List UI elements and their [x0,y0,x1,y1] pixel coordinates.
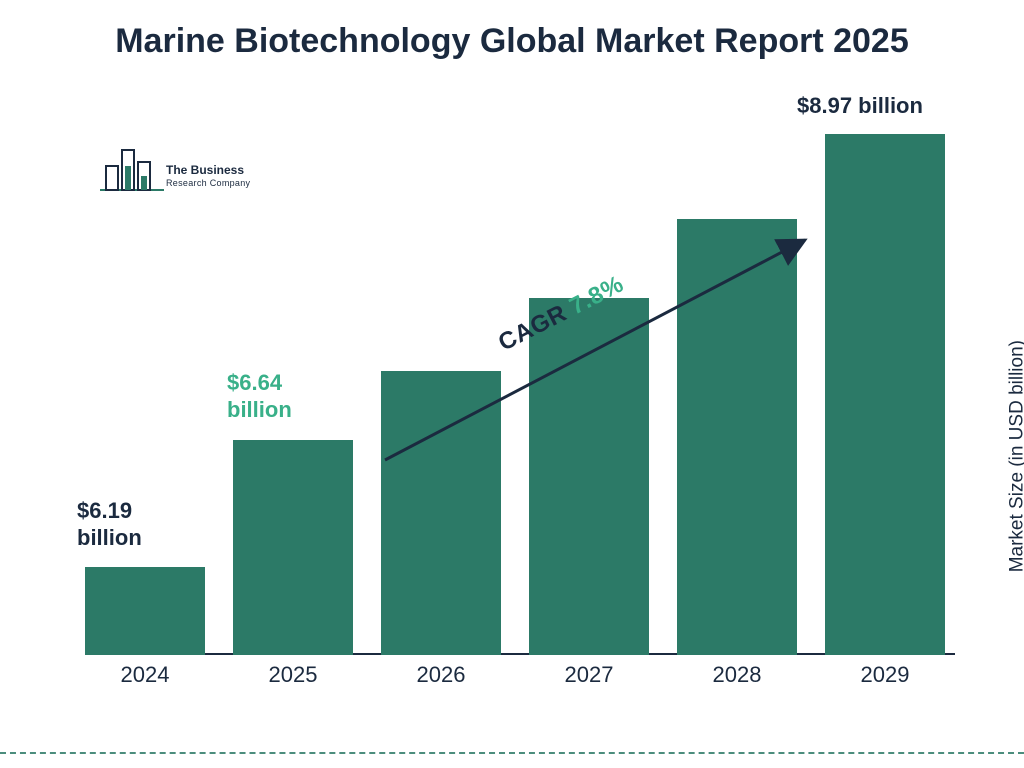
value-label-2029: $8.97 billion [797,93,923,119]
xtick-2029: 2029 [825,662,945,688]
xtick-2024: 2024 [85,662,205,688]
xtick-2025: 2025 [233,662,353,688]
xtick-2027: 2027 [529,662,649,688]
report-chart-frame: Marine Biotechnology Global Market Repor… [0,0,1024,768]
bar-chart: $6.19 billion $6.64 billion $8.97 billio… [85,130,955,690]
y-axis-label: Market Size (in USD billion) [1006,340,1024,572]
xtick-2028: 2028 [677,662,797,688]
value-label-2029-text: $8.97 billion [797,93,923,118]
plot-area: $6.19 billion $6.64 billion $8.97 billio… [85,130,955,655]
footer-divider [0,752,1024,754]
trend-arrow [85,130,955,655]
xtick-2026: 2026 [381,662,501,688]
chart-title: Marine Biotechnology Global Market Repor… [0,20,1024,63]
